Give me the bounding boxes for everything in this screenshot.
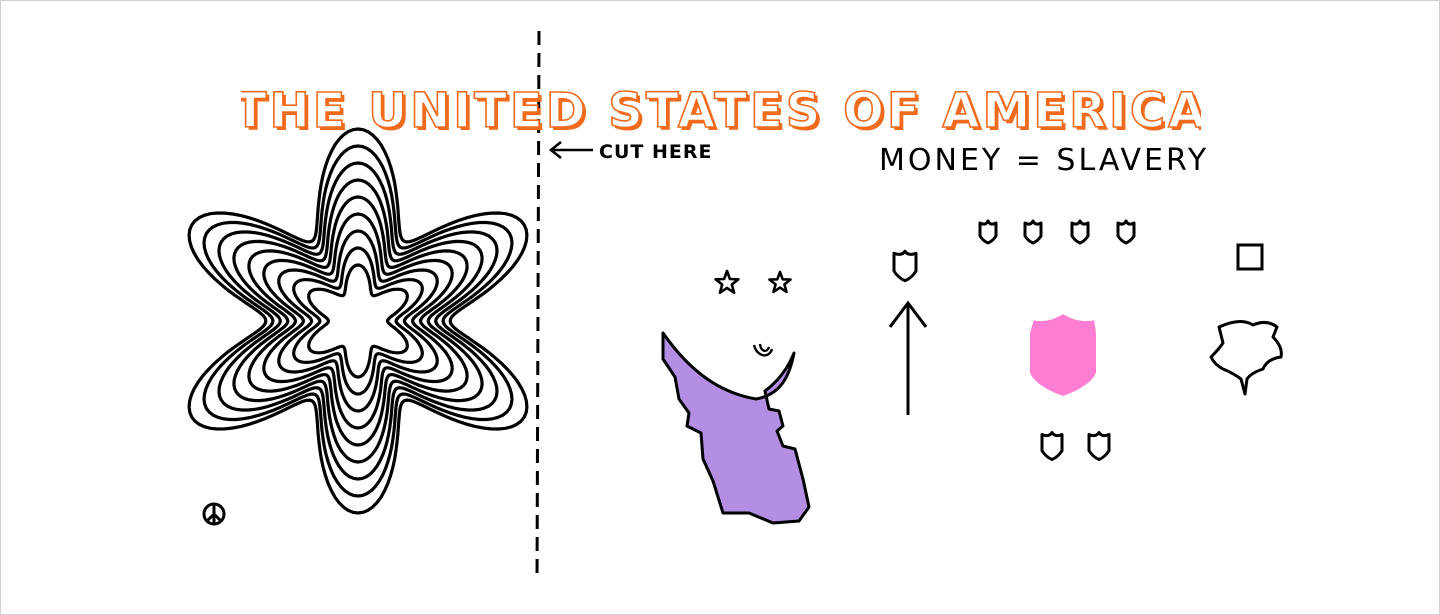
headline: THE UNITED STATES OF AMERICA THE UNITED … (241, 81, 1201, 141)
star-ring (247, 195, 469, 447)
shield-icon (1023, 219, 1043, 245)
star-of-david-ring-icon (187, 127, 529, 515)
star-ring (262, 212, 454, 430)
headline-text: THE UNITED STATES OF AMERICA (241, 83, 1201, 139)
star-ring (217, 161, 499, 481)
star-ring (232, 178, 484, 464)
shield-icon (1070, 219, 1090, 245)
star-ring (277, 229, 439, 413)
star-icon (714, 269, 740, 295)
swirl-mark (752, 343, 774, 357)
shield-icon (1028, 311, 1098, 399)
slogan-text: MONEY = SLAVERY (879, 143, 1210, 178)
star-ring (307, 263, 409, 379)
star-icon (768, 270, 792, 294)
headline-shadow: THE UNITED STATES OF AMERICA (241, 86, 1201, 141)
shield-icon (1116, 219, 1136, 245)
star-ring (202, 144, 514, 498)
shield-icon (978, 219, 998, 245)
dashed-cut-line (535, 30, 541, 582)
star-ring (187, 127, 529, 515)
shield-icon (892, 249, 918, 283)
portrait-silhouette-icon (661, 331, 811, 525)
up-arrow-icon (888, 300, 928, 415)
square-icon (1236, 243, 1264, 271)
shield-icon (1040, 431, 1064, 461)
left-arrow-icon (548, 140, 593, 160)
eagle-silhouette-icon (1209, 320, 1283, 396)
peace-symbol-icon (202, 502, 226, 526)
star-ring (292, 246, 424, 396)
cut-here-label: CUT HERE (599, 141, 713, 163)
shield-icon (1087, 431, 1111, 461)
